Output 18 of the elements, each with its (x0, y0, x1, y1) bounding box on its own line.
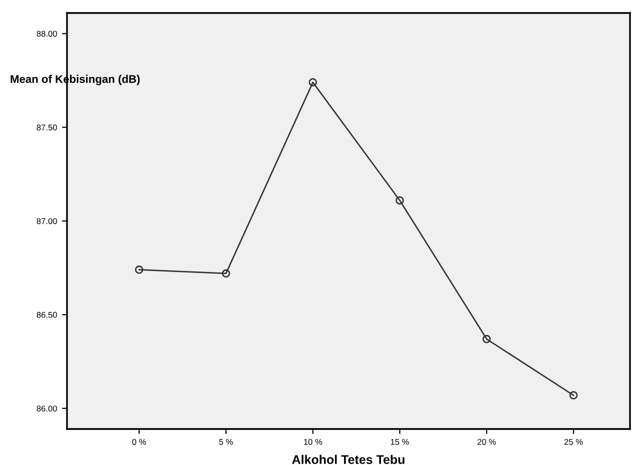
x-tick-label: 20 % (478, 438, 496, 445)
point (569, 391, 578, 400)
y-tick-label: 88.00 (36, 30, 57, 37)
y-tick-label: 87.00 (36, 218, 57, 224)
point (222, 269, 230, 278)
x-axis-title: Alkohol Tetes Tebu (292, 454, 404, 464)
y-tick-label: 87.50 (36, 124, 57, 130)
point (308, 78, 318, 86)
y-tick-label: 86.50 (36, 312, 57, 318)
x-tick-label: 10 % (304, 438, 322, 445)
x-tick-label: 5 % (219, 438, 233, 445)
x-tick-label: 0 % (132, 438, 146, 445)
x-tick-label: 25 % (564, 438, 583, 445)
point (482, 334, 491, 344)
y-tick-label: 86.00 (36, 406, 57, 412)
point (134, 266, 144, 274)
x-tick-label: 15 % (390, 438, 409, 445)
point (396, 196, 404, 205)
